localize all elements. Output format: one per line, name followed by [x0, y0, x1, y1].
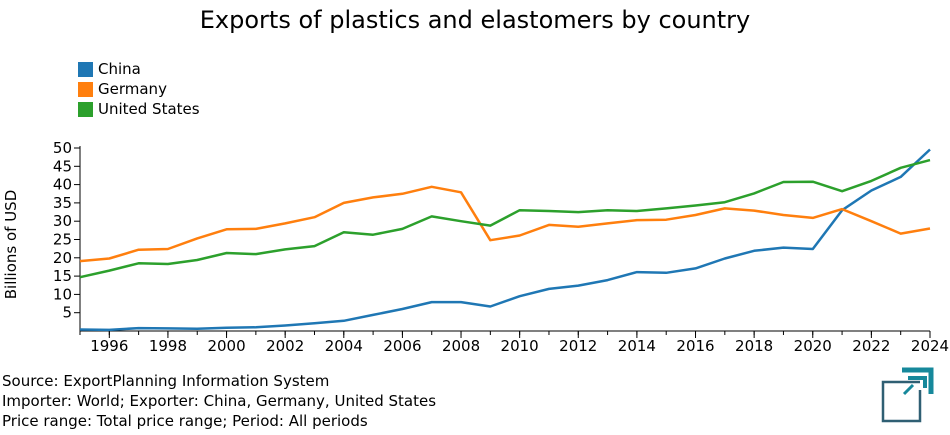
y-tick-label: 20 — [53, 249, 72, 267]
y-tick-label: 25 — [53, 231, 72, 249]
x-tick-label: 1996 — [90, 337, 128, 355]
x-tick-label: 2004 — [325, 337, 363, 355]
x-tick-label: 2010 — [501, 337, 539, 355]
legend-label-germany: Germany — [98, 80, 167, 98]
x-tick-label: 1998 — [149, 337, 187, 355]
legend-item-china[interactable]: China — [78, 59, 200, 79]
x-tick-label: 2000 — [207, 337, 245, 355]
legend-swatch-united-states — [78, 101, 93, 117]
legend: China Germany United States — [78, 59, 200, 119]
x-tick-label: 2018 — [735, 337, 773, 355]
y-tick-label: 40 — [53, 176, 72, 194]
x-tick-label: 2020 — [794, 337, 832, 355]
x-tick-label: 2014 — [618, 337, 656, 355]
x-tick-label: 2024 — [911, 337, 949, 355]
footer: Source: ExportPlanning Information Syste… — [2, 371, 436, 431]
y-axis-title: Billions of USD — [2, 190, 20, 300]
source-text: Source: ExportPlanning Information Syste… — [2, 372, 330, 390]
y-tick-label: 10 — [53, 285, 72, 303]
legend-label-china: China — [98, 60, 141, 78]
filter-text: Importer: World; Exporter: China, German… — [2, 392, 437, 410]
y-tick-label: 5 — [62, 304, 72, 322]
x-tick-label: 2016 — [676, 337, 714, 355]
x-tick-label: 2002 — [266, 337, 304, 355]
series-line-united-states — [79, 158, 931, 279]
y-tick-label: 45 — [53, 157, 72, 175]
series-line-china — [79, 148, 931, 332]
legend-item-germany[interactable]: Germany — [78, 79, 200, 99]
y-tick-label: 50 — [53, 139, 72, 157]
legend-swatch-china — [78, 61, 93, 77]
legend-item-united-states[interactable]: United States — [78, 99, 200, 119]
price-period-text: Price range: Total price range; Period: … — [2, 412, 368, 430]
y-tick-label: 30 — [53, 212, 72, 230]
series-line-germany — [79, 185, 931, 263]
x-tick-label: 2012 — [559, 337, 597, 355]
y-tick-label: 15 — [53, 267, 72, 285]
x-tick-label: 2022 — [852, 337, 890, 355]
legend-swatch-germany — [78, 81, 93, 97]
chart-title: Exports of plastics and elastomers by co… — [199, 6, 751, 34]
y-tick-label: 35 — [53, 194, 72, 212]
legend-label-united-states: United States — [98, 100, 200, 118]
x-tick-label: 2008 — [442, 337, 480, 355]
exportplanning-logo-icon — [881, 367, 934, 423]
x-tick-label: 2006 — [383, 337, 421, 355]
